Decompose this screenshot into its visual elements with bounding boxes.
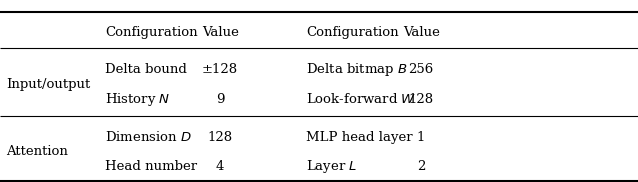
Text: 256: 256 (408, 63, 434, 76)
Text: Configuration: Configuration (105, 26, 198, 39)
Text: Value: Value (202, 26, 239, 39)
Text: Dimension $\mathit{D}$: Dimension $\mathit{D}$ (105, 130, 193, 144)
Text: 128: 128 (207, 131, 233, 144)
Text: 4: 4 (216, 160, 225, 173)
Text: Delta bitmap $\mathit{B}$: Delta bitmap $\mathit{B}$ (306, 61, 408, 78)
Text: Input/output: Input/output (6, 78, 91, 91)
Text: ±128: ±128 (202, 63, 238, 76)
Text: 9: 9 (216, 93, 225, 106)
Text: MLP head layer: MLP head layer (306, 131, 413, 144)
Text: 1: 1 (417, 131, 426, 144)
Text: Layer $\mathit{L}$: Layer $\mathit{L}$ (306, 158, 357, 175)
Text: Head number: Head number (105, 160, 197, 173)
Text: Look-forward $\mathit{W}$: Look-forward $\mathit{W}$ (306, 92, 417, 106)
Text: 2: 2 (417, 160, 426, 173)
Text: History $\mathit{N}$: History $\mathit{N}$ (105, 91, 171, 108)
Text: Attention: Attention (6, 145, 68, 159)
Text: Configuration: Configuration (306, 26, 399, 39)
Text: Delta bound: Delta bound (105, 63, 187, 76)
Text: 128: 128 (408, 93, 434, 106)
Text: Value: Value (403, 26, 440, 39)
